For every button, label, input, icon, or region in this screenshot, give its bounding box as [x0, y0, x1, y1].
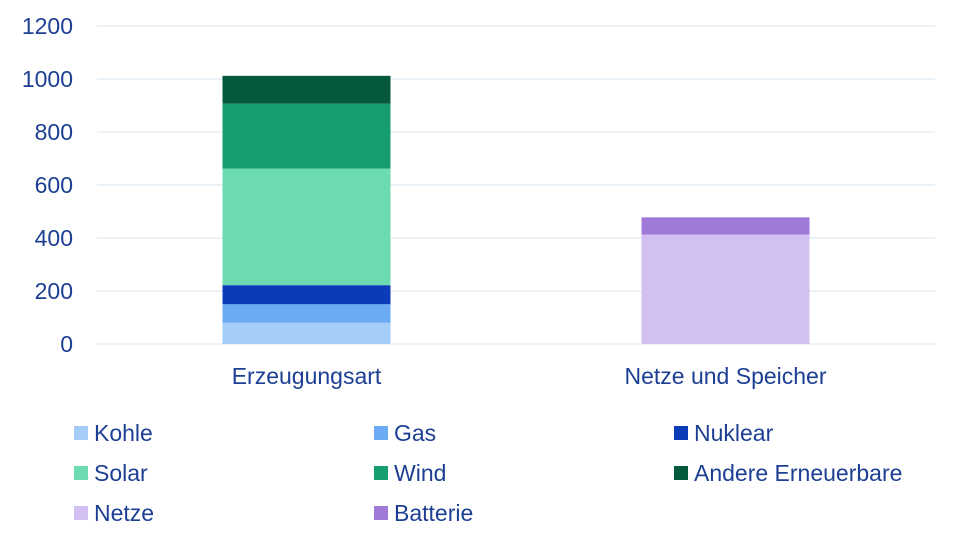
y-tick-label: 600 [35, 172, 73, 198]
y-axis-tick-labels: 0 200 400 600 800 1000 1200 [22, 13, 73, 357]
bar-segment-wind [222, 103, 391, 169]
bar-segment-kohle [222, 322, 391, 344]
x-category-label: Netze und Speicher [624, 363, 826, 389]
bar-segment-andere-erneuerbare [222, 75, 391, 104]
y-tick-label: 1000 [22, 66, 73, 92]
bars [222, 75, 810, 344]
x-category-label: Erzeugungsart [232, 363, 382, 389]
x-axis-category-labels: Erzeugungsart Netze und Speicher [232, 363, 827, 389]
y-tick-label: 800 [35, 119, 73, 145]
bar-segment-gas [222, 304, 391, 323]
y-tick-label: 400 [35, 225, 73, 251]
y-tick-label: 0 [60, 331, 73, 357]
bar-segment-netze [641, 234, 810, 344]
bar-segment-batterie [641, 217, 810, 235]
y-tick-label: 200 [35, 278, 73, 304]
bar-segment-nuklear [222, 285, 391, 305]
y-tick-label: 1200 [22, 13, 73, 39]
bar-segment-solar [222, 168, 391, 286]
